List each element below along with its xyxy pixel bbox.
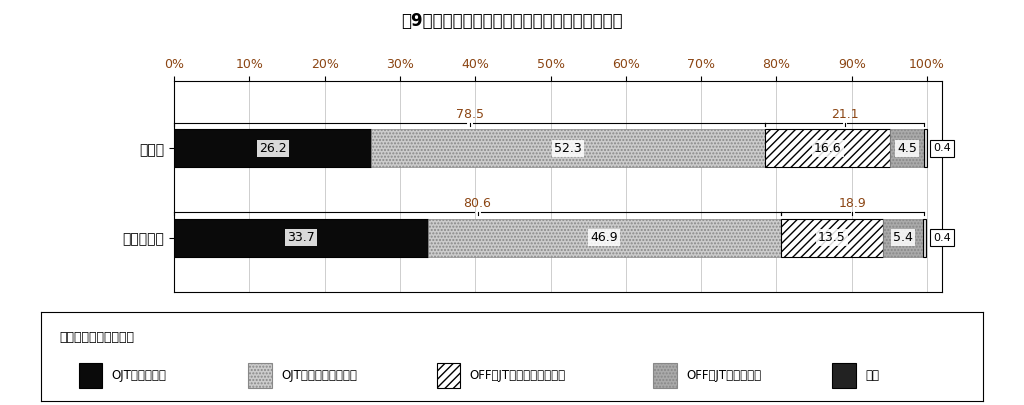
- Text: 78.5: 78.5: [456, 108, 483, 121]
- Bar: [924, 219, 927, 257]
- Text: 0.4: 0.4: [933, 233, 951, 243]
- FancyBboxPatch shape: [79, 362, 102, 388]
- Text: 33.7: 33.7: [287, 231, 314, 244]
- Text: 教育訓練に当たっては: 教育訓練に当たっては: [59, 331, 135, 344]
- Bar: [372, 129, 765, 167]
- Text: 4.5: 4.5: [897, 142, 918, 155]
- Text: 52.3: 52.3: [554, 142, 582, 155]
- FancyBboxPatch shape: [248, 362, 271, 388]
- Text: 0.4: 0.4: [933, 143, 951, 153]
- Bar: [924, 129, 927, 167]
- FancyBboxPatch shape: [833, 362, 856, 388]
- FancyBboxPatch shape: [653, 362, 677, 388]
- Text: 16.6: 16.6: [814, 142, 842, 155]
- FancyBboxPatch shape: [436, 362, 460, 388]
- Text: OJTを重視する: OJTを重視する: [112, 369, 167, 382]
- Text: OJTを重視するに近い: OJTを重視するに近い: [282, 369, 357, 382]
- Bar: [428, 219, 781, 257]
- Text: 13.5: 13.5: [818, 231, 846, 244]
- Bar: [174, 219, 428, 257]
- Text: 不明: 不明: [865, 369, 880, 382]
- Text: 46.9: 46.9: [591, 231, 618, 244]
- Text: 21.1: 21.1: [830, 108, 858, 121]
- Bar: [890, 129, 924, 167]
- Bar: [765, 129, 890, 167]
- Bar: [174, 129, 372, 167]
- Text: 80.6: 80.6: [464, 198, 492, 211]
- Text: OFFーJTを重視する: OFFーJTを重視する: [686, 369, 762, 382]
- Text: 18.9: 18.9: [839, 198, 866, 211]
- Text: 図9　重視する教育訓練（正社員、正社員以外）: 図9 重視する教育訓練（正社員、正社員以外）: [401, 12, 623, 30]
- Text: OFFーJTを重視するに近い: OFFーJTを重視するに近い: [470, 369, 565, 382]
- Bar: [883, 219, 924, 257]
- Bar: [781, 219, 883, 257]
- Text: 5.4: 5.4: [893, 231, 912, 244]
- Text: 26.2: 26.2: [259, 142, 287, 155]
